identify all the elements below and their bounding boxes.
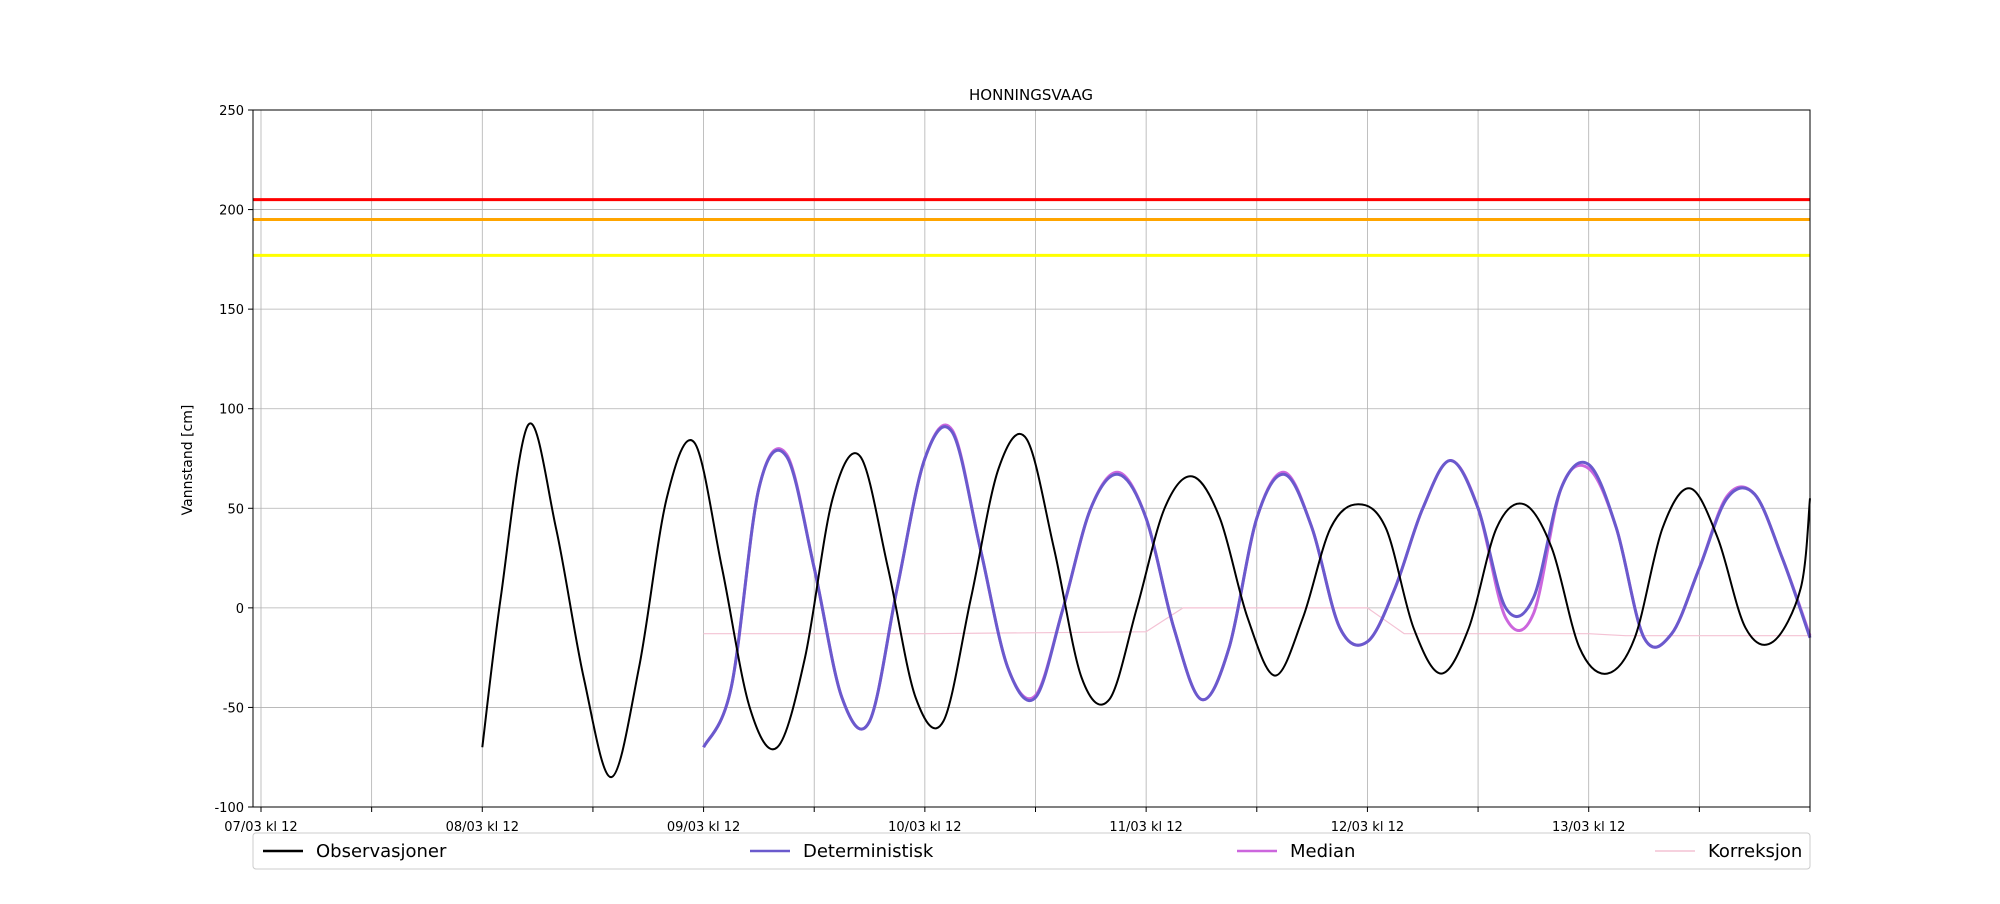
x-tick-label: 11/03 kl 12: [1109, 820, 1182, 835]
legend-label: Median: [1290, 841, 1355, 862]
y-tick-label: 0: [236, 602, 244, 617]
y-tick-label: 200: [219, 204, 244, 219]
x-tick-label: 09/03 kl 12: [667, 820, 740, 835]
x-tick-label: 10/03 kl 12: [888, 820, 961, 835]
y-tick-label: 50: [227, 502, 244, 517]
series-line-observasjoner: [481, 422, 1811, 779]
y-axis-ticks: -100 -50 0 50 100 150 200 250: [214, 104, 253, 816]
y-tick-label: 150: [219, 303, 244, 318]
legend-frame: [252, 832, 1811, 870]
x-tick-label: 12/03 kl 12: [1331, 820, 1404, 835]
y-axis-label: Vannstand [cm]: [180, 405, 196, 516]
x-tick-label: 13/03 kl 12: [1552, 820, 1625, 835]
y-tick-label: 100: [219, 403, 244, 418]
y-tick-label: -100: [214, 801, 244, 816]
y-tick-label: 250: [219, 104, 244, 119]
chart-title: HONNINGSVAAG: [969, 86, 1093, 104]
legend: Observasjoner Deterministisk Median Korreks…: [252, 832, 1811, 870]
legend-label: Korreksjon: [1708, 841, 1802, 862]
legend-label: Deterministisk: [803, 841, 934, 862]
x-tick-label: 08/03 kl 12: [446, 820, 519, 835]
plot-frame: [252, 109, 1811, 808]
y-tick-label: -50: [223, 701, 244, 716]
x-axis-ticks: 07/03 kl 12 08/03 kl 12 09/03 kl 12 10/03 k…: [224, 807, 1811, 835]
series-lines: [481, 422, 1812, 779]
x-tick-label: 07/03 kl 12: [224, 820, 297, 835]
series-line-deterministisk: [702, 425, 1812, 749]
legend-label: Observasjoner: [316, 841, 447, 862]
threshold-lines: [253, 198, 1810, 257]
